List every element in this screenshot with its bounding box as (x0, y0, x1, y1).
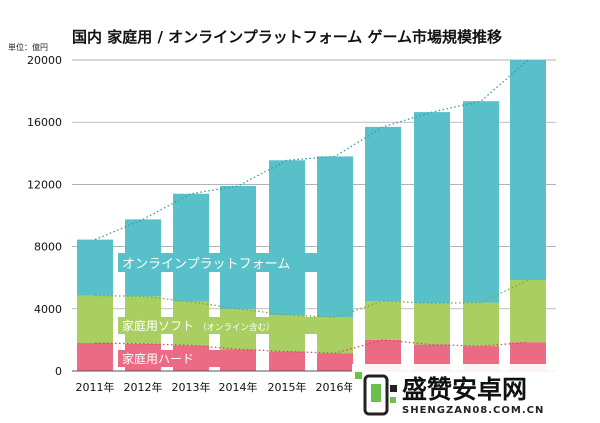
unit-label: 単位：億円 (8, 42, 48, 52)
y-tick-label: 20000 (27, 54, 62, 67)
bar-segment (365, 301, 401, 340)
bar-segment (510, 280, 546, 343)
bar-segment (77, 295, 113, 344)
y-tick-label: 4000 (34, 303, 62, 316)
bar-segment (317, 353, 353, 371)
series-labels: 家庭用ハード 家庭用ソフト （オンライン含む） オンラインプラットフォーム (118, 253, 328, 367)
phone-icon (355, 372, 397, 416)
series-label-box (118, 317, 328, 334)
series-label: 家庭用ハード (122, 351, 194, 366)
trend-line (94, 339, 529, 354)
bar-segment (510, 60, 546, 281)
bar-segment (365, 126, 401, 302)
x-tick-label: 2012年 (124, 380, 163, 394)
watermark-title: 盛赞安卓网 (402, 375, 527, 404)
bar-segment (77, 239, 113, 296)
x-tick-label: 2011年 (76, 380, 115, 394)
x-tick-label: 2014年 (219, 380, 258, 394)
watermark-backdrop (352, 364, 600, 423)
x-tick-label: 2013年 (172, 380, 211, 394)
series-label-box (118, 350, 220, 367)
x-axis-ticks: 2011年 2012年 2013年 2014年 2015年 2016年 (76, 380, 355, 394)
bar-segment (317, 156, 353, 318)
y-tick-label: 12000 (27, 178, 62, 191)
y-tick-label: 8000 (34, 241, 62, 254)
series-label-box (118, 253, 318, 272)
bar-segment (173, 193, 209, 302)
watermark-url: SHENGZAN08.COM.CN (402, 405, 544, 416)
y-tick-label: 16000 (27, 116, 62, 129)
bar-segment (77, 343, 113, 371)
series-label: 家庭用ソフト （オンライン含む） (122, 318, 275, 333)
y-axis-ticks: 0 4000 8000 12000 16000 20000 (27, 54, 62, 378)
x-tick-label: 2016年 (316, 380, 355, 394)
trend-line (94, 279, 529, 319)
y-tick-label: 0 (55, 365, 62, 378)
bar-segment (269, 160, 305, 316)
bar-segment (463, 302, 499, 347)
bar-segment (414, 112, 450, 304)
trend-lines (94, 59, 529, 354)
bar-segment (220, 349, 256, 371)
bar-segment (414, 303, 450, 345)
bar-segment (463, 101, 499, 303)
bar-segment (269, 351, 305, 371)
series-label: オンラインプラットフォーム (122, 257, 290, 272)
bar-segment (220, 185, 256, 309)
bars (77, 60, 546, 371)
x-tick-label: 2015年 (268, 380, 307, 394)
chart-title: 国内 家庭用 / オンラインプラットフォーム ゲーム市場規模推移 (72, 28, 502, 46)
